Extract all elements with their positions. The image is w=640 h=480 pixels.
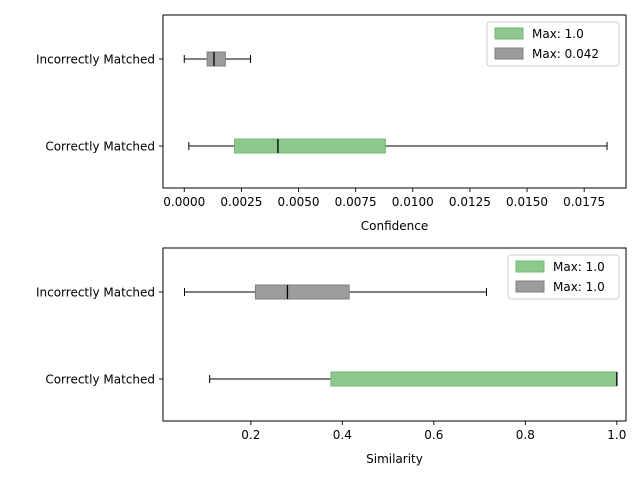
box [234,138,386,154]
box [206,51,226,67]
x-tick-label: 0.0000 [163,195,205,209]
chart-panel-2: 0.2 0.4 0.6 0.8 1.0 Similarity Incorrectly Mat… [36,247,627,466]
legend-swatch [494,27,524,40]
legend-label: Max: 0.042 [532,47,599,61]
x-tick-label: 0.4 [333,428,352,442]
boxplot-correctly-matched [188,138,608,154]
x-tick-label: 0.0125 [449,195,491,209]
legend-label: Max: 1.0 [553,260,605,274]
x-tick-label: 0.0150 [506,195,548,209]
boxplot-incorrectly-matched [183,51,252,67]
x-tick-label: 0.0075 [335,195,377,209]
x-axis-label: Confidence [361,219,428,233]
chart-panel-1: 0.0000 0.0025 0.0050 0.0075 0.0100 0.0125 0.01… [36,14,627,233]
boxplot-correctly-matched [209,371,618,387]
x-tick-label: 0.0050 [278,195,320,209]
legend: Max: 1.0 Max: 0.042 [486,21,620,67]
x-tick-label: 0.2 [241,428,260,442]
box [330,371,618,387]
y-tick-label: Incorrectly Matched [36,53,155,67]
box [254,284,350,300]
y-tick-label: Incorrectly Matched [36,286,155,300]
x-tick-label: 0.0100 [392,195,434,209]
x-tick-label: 0.8 [516,428,535,442]
legend-label: Max: 1.0 [553,280,605,294]
axes-frame [162,14,627,189]
x-tick-label: 0.0025 [220,195,262,209]
legend-label: Max: 1.0 [532,27,584,41]
y-tick-label: Correctly Matched [45,373,155,387]
x-tick-label: 0.6 [424,428,443,442]
y-tick-label: Correctly Matched [45,140,155,154]
x-axis-label: Similarity [366,452,423,466]
boxplot-incorrectly-matched [184,284,487,300]
x-tick-label: 1.0 [607,428,626,442]
legend-swatch [515,260,545,273]
axes-frame [162,247,627,422]
legend-swatch [494,47,524,60]
x-tick-label: 0.0175 [563,195,605,209]
legend: Max: 1.0 Max: 1.0 [507,254,620,300]
legend-swatch [515,280,545,293]
